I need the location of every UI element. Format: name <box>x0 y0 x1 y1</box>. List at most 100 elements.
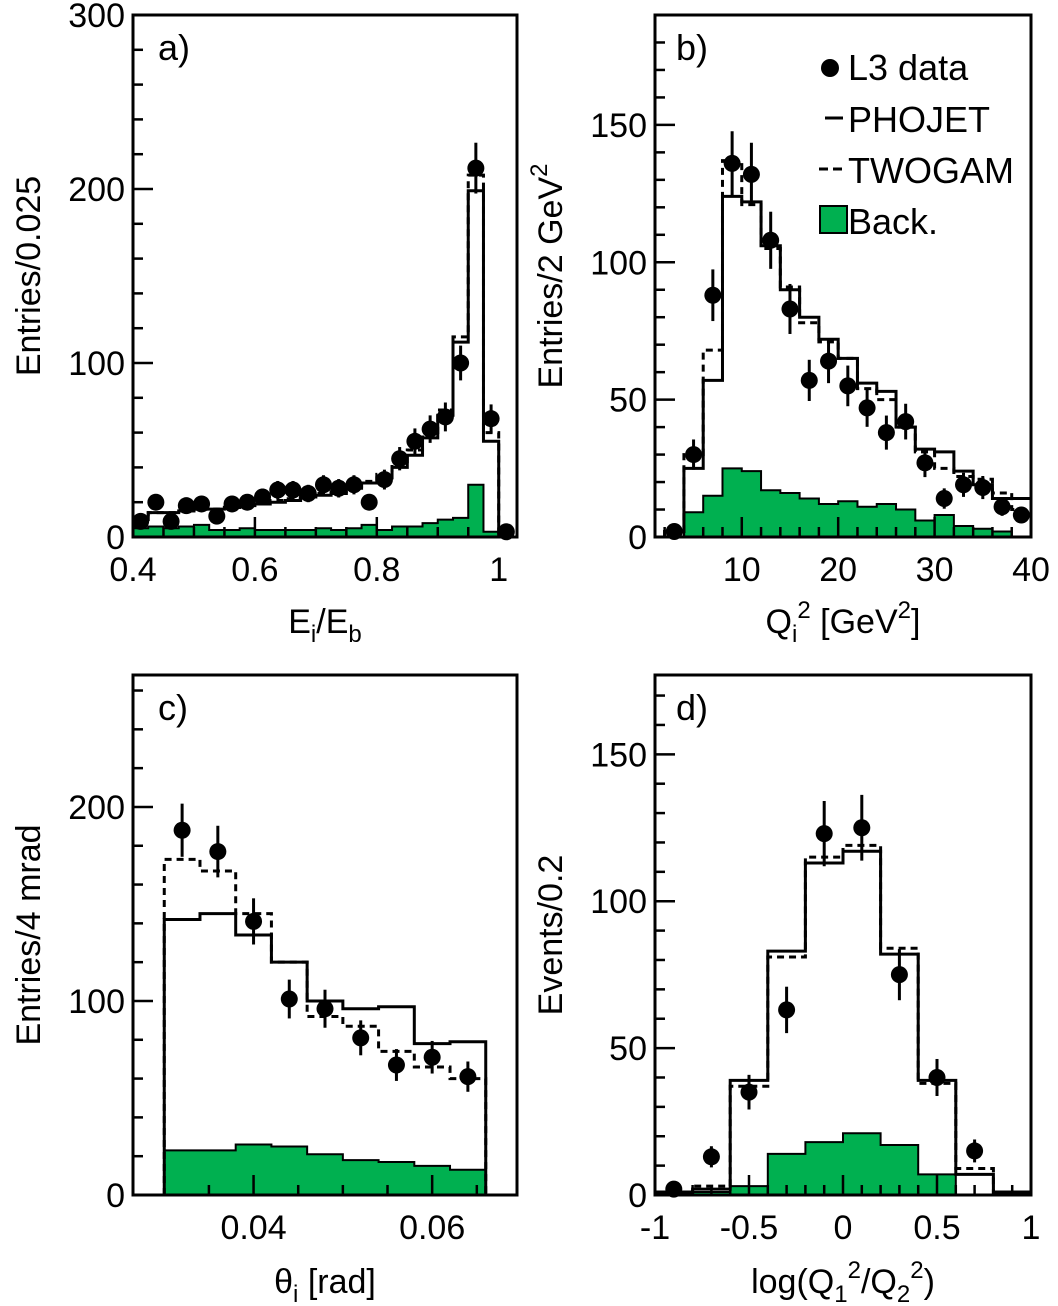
data-point <box>740 1083 758 1101</box>
phojet-histogram <box>663 194 1033 537</box>
y-tick-label: 200 <box>68 789 125 827</box>
data-point <box>269 481 287 499</box>
data-point <box>1012 506 1030 524</box>
plot-frame <box>653 673 1033 1197</box>
data-point <box>345 476 363 494</box>
legend-item-phojet: PHOJET <box>825 99 990 140</box>
data-point <box>820 352 838 370</box>
data-point <box>132 512 150 530</box>
x-tick-label: 10 <box>723 551 761 589</box>
data-point <box>193 495 211 513</box>
y-tick-label: 0 <box>628 1177 647 1215</box>
data-point <box>685 446 703 464</box>
y-tick-label: 150 <box>590 107 647 145</box>
legend-label: PHOJET <box>848 99 990 140</box>
x-axis-label: log(Q12/Q22) <box>751 1257 935 1306</box>
x-tick-label: 0.06 <box>399 1209 465 1247</box>
y-axis-label: Entries/2 GeV2 <box>526 163 570 388</box>
x-tick-label: 30 <box>916 551 954 589</box>
x-tick-label: 1 <box>1022 1209 1041 1247</box>
legend-label: TWOGAM <box>848 150 1014 191</box>
data-point <box>352 1029 370 1047</box>
data-point <box>406 432 424 450</box>
data-point <box>299 485 317 502</box>
x-axis-label: Ei/Eb <box>288 603 362 648</box>
panel-label: d) <box>676 687 708 728</box>
data-point <box>316 1000 334 1018</box>
data-point <box>935 490 953 508</box>
data-point <box>423 1048 441 1066</box>
panel-label: a) <box>158 27 190 68</box>
legend-data-marker <box>821 59 839 77</box>
y-tick-label: 0 <box>106 519 125 557</box>
data-point <box>762 231 780 249</box>
plot-frame <box>131 13 519 539</box>
plot-frame <box>653 13 1033 539</box>
data-point <box>360 493 378 511</box>
data-point <box>702 1148 720 1166</box>
y-tick-label: 100 <box>68 983 125 1021</box>
data-point <box>781 300 799 318</box>
data-point <box>778 1001 796 1019</box>
data-point <box>375 471 393 489</box>
data-point <box>974 479 992 497</box>
x-tick-label: 20 <box>819 551 857 589</box>
data-point <box>177 497 195 515</box>
data-point <box>800 371 818 389</box>
x-tick-label: -0.5 <box>720 1209 779 1247</box>
data-point <box>245 912 263 930</box>
data-point <box>955 476 973 494</box>
y-tick-label: 150 <box>590 736 647 774</box>
legend-item-twogam: TWOGAM <box>819 150 1014 191</box>
legend-label: Back. <box>848 201 938 242</box>
x-tick-label: 0.4 <box>109 551 156 589</box>
data-point <box>459 1068 477 1086</box>
data-point <box>223 495 241 513</box>
data-point <box>966 1142 984 1160</box>
x-tick-label: 0.04 <box>220 1209 286 1247</box>
data-point <box>208 507 226 525</box>
data-point <box>839 377 857 395</box>
y-axis-label: Entries/0.025 <box>10 176 48 376</box>
x-tick-label: -1 <box>640 1209 670 1247</box>
y-tick-label: 300 <box>68 0 125 35</box>
panel-a: 0 100 200 300 0.4 0.6 0.8 1 Ei/Eb Entries/0.025 a) <box>10 0 519 648</box>
panel-b: 0 50 100 150 10 20 30 40 Qi2 [GeV2] Entries/2 GeV… <box>526 13 1050 648</box>
legend-fill-box <box>819 205 848 234</box>
legend-item-back: Back. <box>819 201 938 242</box>
data-point <box>254 488 272 506</box>
x-axis-label: θi [rad] <box>274 1263 376 1306</box>
legend: L3 data PHOJET TWOGAM Back. <box>819 47 1014 242</box>
y-tick-label: 0 <box>628 519 647 557</box>
data-point <box>173 821 191 839</box>
x-tick-label: 1 <box>489 551 508 589</box>
data-point <box>853 819 871 837</box>
x-tick-label: 0.6 <box>231 551 278 589</box>
x-axis-label: Qi2 [GeV2] <box>766 597 921 648</box>
data-point <box>421 420 439 438</box>
x-tick-label: 0.5 <box>913 1209 960 1247</box>
data-point <box>391 450 409 468</box>
data-point <box>284 481 302 499</box>
y-tick-label: 100 <box>68 345 125 383</box>
plot-frame <box>131 673 519 1197</box>
panel-c: 0 100 200 0.04 0.06 θi [rad] Entries/4 mrad c) <box>10 673 519 1306</box>
data-point <box>452 354 470 372</box>
data-point <box>162 512 180 530</box>
data-point <box>482 410 500 428</box>
y-tick-label: 200 <box>68 171 125 209</box>
background-histogram <box>132 483 514 538</box>
data-point <box>993 498 1011 516</box>
panel-label: b) <box>676 27 708 68</box>
data-point <box>147 493 165 511</box>
y-tick-label: 0 <box>106 1177 125 1215</box>
data-point <box>815 825 833 843</box>
background-histogram <box>163 1143 487 1196</box>
panel-label: c) <box>158 687 188 728</box>
x-tick-label: 0 <box>834 1209 853 1247</box>
y-tick-label: 100 <box>590 244 647 282</box>
data-point <box>877 424 895 442</box>
legend-item-data: L3 data <box>821 47 969 88</box>
legend-label: L3 data <box>848 47 969 88</box>
